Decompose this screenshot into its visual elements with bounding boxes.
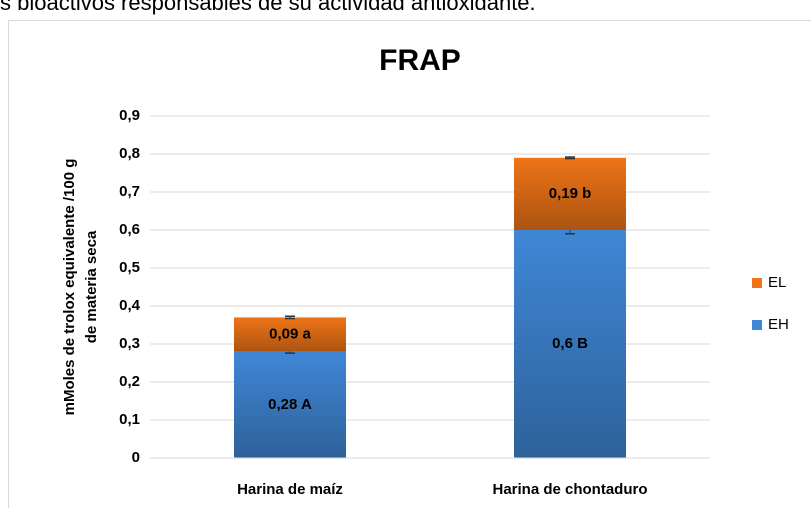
y-tick-label: 0,3	[119, 335, 140, 352]
legend-swatch	[752, 320, 762, 330]
y-tick-label: 0,8	[119, 145, 140, 162]
y-tick-label: 0,7	[119, 183, 140, 200]
y-tick-label: 0,1	[119, 411, 140, 428]
data-label: 0,09 a	[269, 325, 311, 342]
header-text: s bioactivos responsables de su activida…	[0, 0, 536, 15]
y-tick-label: 0,5	[119, 259, 140, 276]
y-axis-label-line: de materia seca	[83, 230, 100, 343]
bar-shade	[514, 230, 626, 458]
legend-label: EH	[768, 316, 789, 333]
chart-title: FRAP	[379, 44, 461, 77]
y-tick-label: 0,4	[119, 297, 141, 314]
legend-swatch	[752, 278, 762, 288]
y-tick-label: 0,9	[119, 107, 140, 124]
data-label: 0,28 A	[268, 396, 312, 413]
legend-label: EL	[768, 274, 786, 291]
data-label: 0,19 b	[549, 185, 592, 202]
x-tick-label: Harina de chontaduro	[492, 481, 647, 498]
error-bar	[285, 315, 295, 320]
x-tick-label: Harina de maíz	[237, 481, 343, 498]
bar-shade	[234, 317, 346, 352]
bar-shade	[234, 351, 346, 458]
y-tick-label: 0,2	[119, 373, 140, 390]
y-axis-label-line: mMoles de trolox equivalente /100 g	[61, 159, 78, 416]
data-label: 0,6 B	[552, 335, 588, 352]
y-tick-label: 0	[132, 449, 140, 466]
error-bar	[565, 156, 575, 160]
bar-shade	[514, 157, 626, 230]
y-tick-label: 0,6	[119, 221, 140, 238]
y-axis-label: mMoles de trolox equivalente /100 g de m…	[61, 159, 100, 416]
chart-frame	[8, 20, 811, 508]
